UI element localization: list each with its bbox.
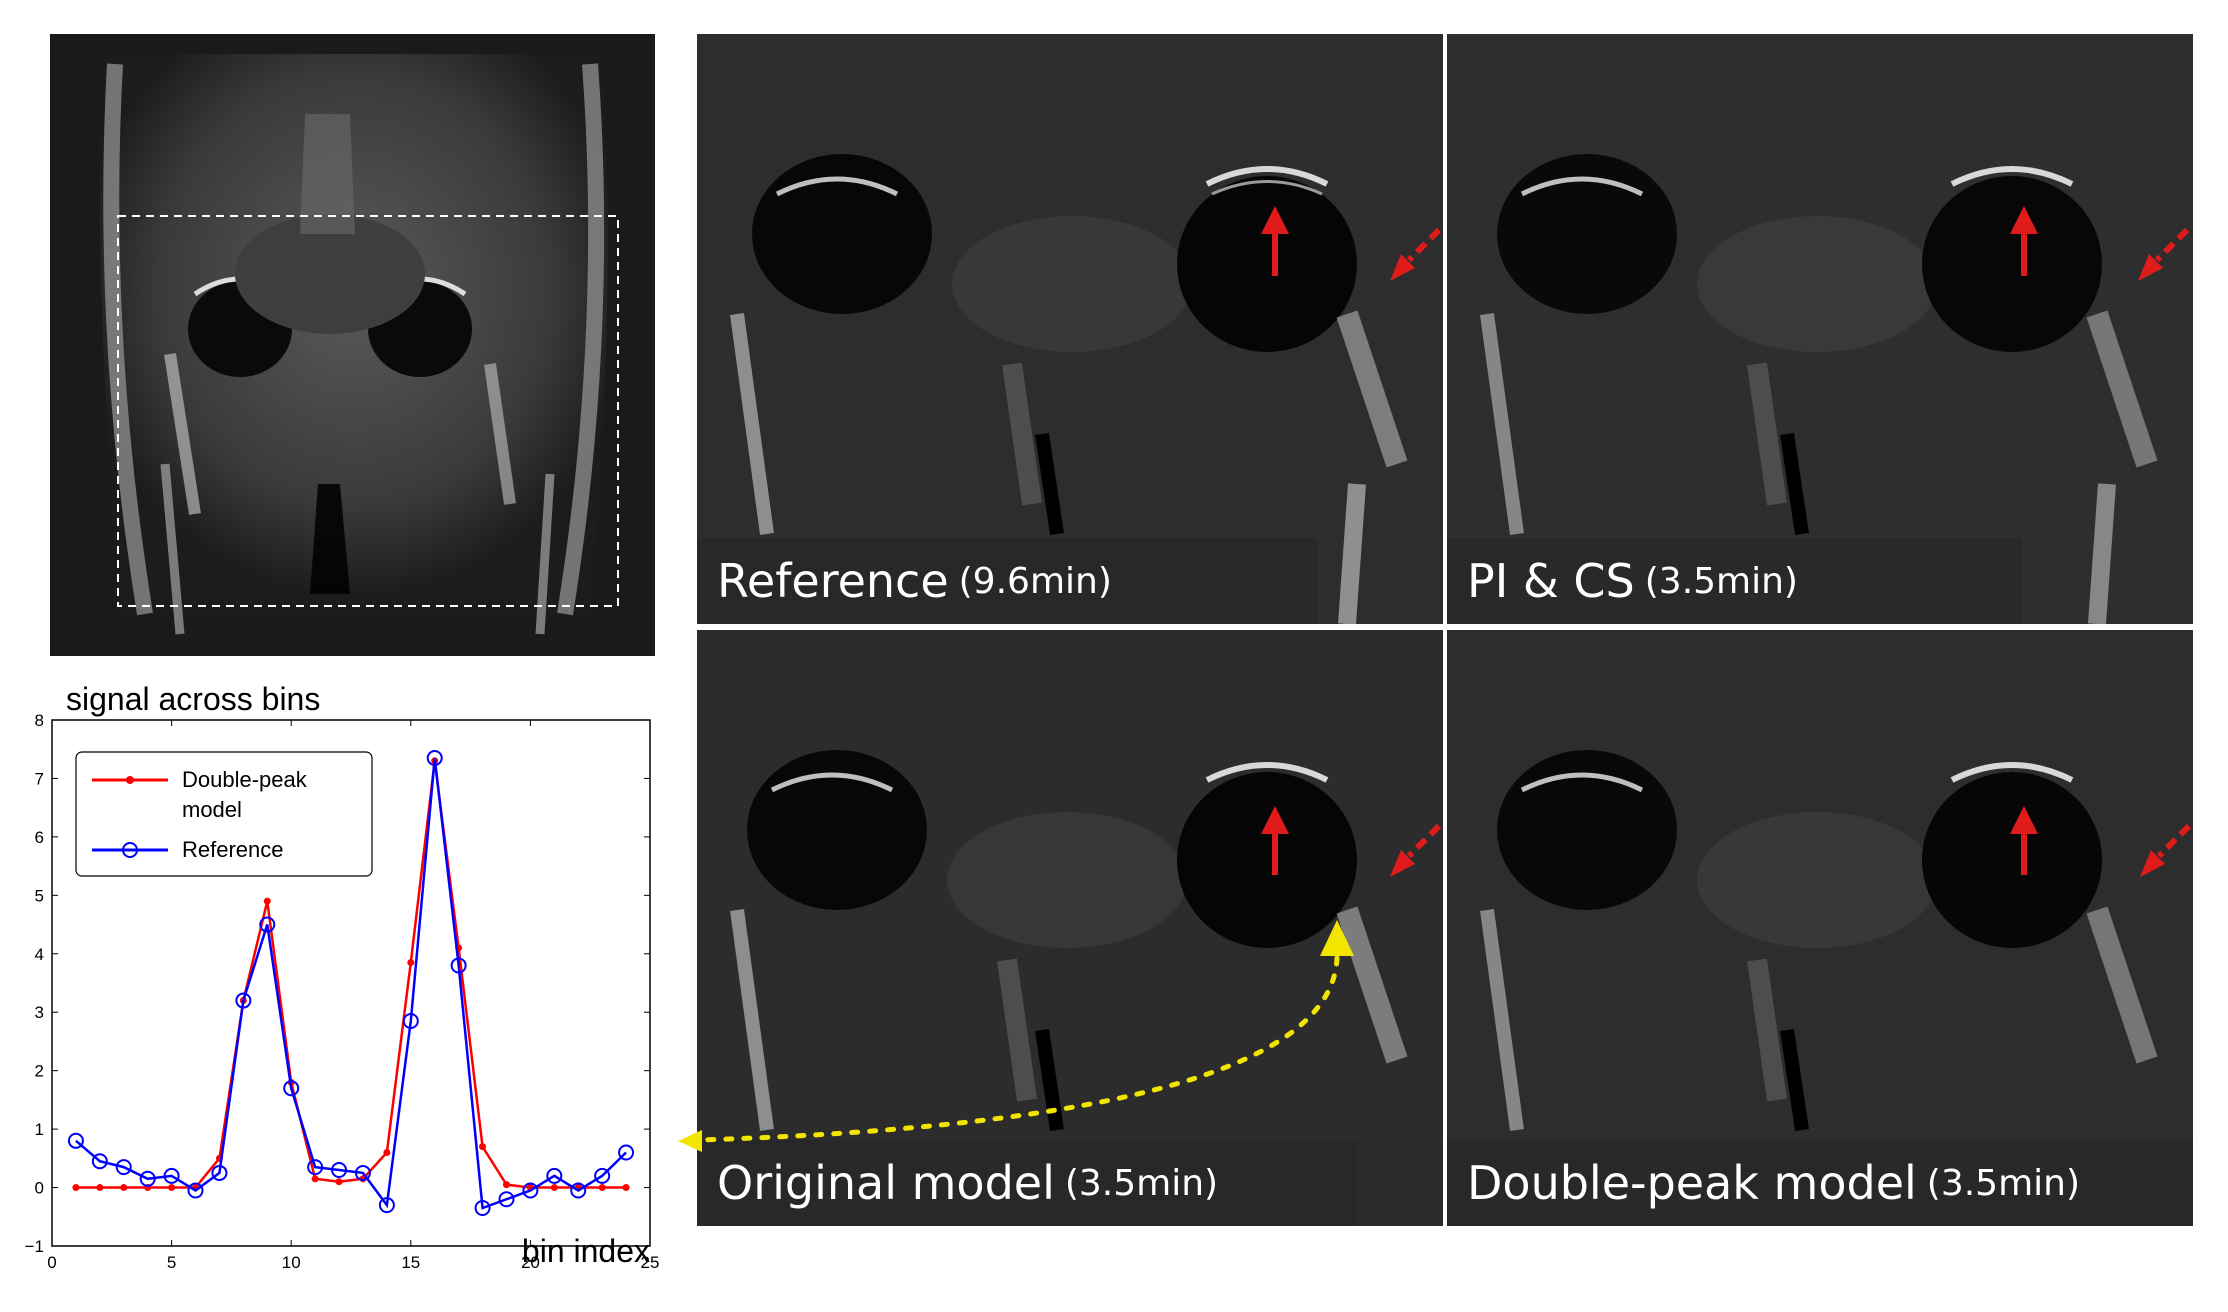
red-arrow-icon bbox=[1261, 206, 1289, 276]
legend-label: Double-peak model bbox=[182, 767, 308, 822]
data-point bbox=[139, 1170, 156, 1187]
x-tick-label: 10 bbox=[282, 1253, 301, 1270]
pi-cs-mri-drawing bbox=[1447, 34, 2193, 624]
y-tick-label: 2 bbox=[35, 1062, 44, 1081]
data-point bbox=[235, 992, 252, 1009]
data-point bbox=[307, 1159, 324, 1176]
double-peak-time: (3.5min) bbox=[1926, 1162, 2081, 1204]
data-point bbox=[498, 1191, 515, 1208]
data-point bbox=[546, 1167, 563, 1184]
data-point bbox=[311, 1175, 319, 1183]
double-peak-label: Double-peak model bbox=[1467, 1156, 1917, 1210]
original-model-mri-drawing bbox=[697, 630, 1443, 1226]
data-point bbox=[426, 749, 443, 766]
data-point bbox=[474, 1200, 491, 1217]
y-tick-label: 6 bbox=[35, 828, 44, 847]
data-point bbox=[450, 957, 467, 974]
data-point bbox=[598, 1184, 606, 1192]
x-tick-label: 25 bbox=[641, 1253, 660, 1270]
data-point bbox=[407, 959, 415, 967]
dashed-red-arrow-icon bbox=[2140, 823, 2192, 877]
data-point bbox=[402, 1012, 419, 1029]
data-point bbox=[259, 916, 276, 933]
data-point bbox=[331, 1162, 348, 1179]
original-caption: Original model (3.5min) bbox=[697, 1140, 1357, 1226]
data-point bbox=[115, 1159, 132, 1176]
x-tick-label: 15 bbox=[401, 1253, 420, 1270]
data-point bbox=[168, 1184, 176, 1192]
double-peak-caption: Double-peak model (3.5min) bbox=[1447, 1140, 2193, 1226]
y-tick-label: 4 bbox=[35, 945, 44, 964]
x-tick-label: 0 bbox=[47, 1253, 56, 1270]
data-point bbox=[163, 1167, 180, 1184]
red-arrow-icon bbox=[1261, 806, 1289, 875]
reference-time: (9.6min) bbox=[958, 560, 1112, 602]
double-peak-panel: Double-peak model (3.5min) bbox=[1447, 630, 2193, 1226]
pi-cs-time: (3.5min) bbox=[1644, 560, 1798, 602]
data-point bbox=[622, 1184, 630, 1192]
y-tick-label: 5 bbox=[35, 886, 44, 905]
y-tick-label: −1 bbox=[25, 1237, 44, 1256]
yellow-triangle-marker-icon bbox=[1320, 920, 1354, 956]
y-tick-label: 1 bbox=[35, 1120, 44, 1139]
data-point bbox=[91, 1153, 108, 1170]
series-line-1 bbox=[75, 757, 627, 1210]
y-tick-label: 7 bbox=[35, 769, 44, 788]
chart-legend: Double-peak model Reference bbox=[75, 751, 373, 877]
legend-marker bbox=[122, 842, 138, 858]
data-point bbox=[96, 1184, 104, 1192]
reference-mri-drawing bbox=[697, 34, 1443, 624]
data-point bbox=[383, 1148, 391, 1156]
original-label: Original model bbox=[717, 1156, 1055, 1210]
overview-mri-image bbox=[50, 34, 655, 656]
data-point bbox=[120, 1184, 128, 1192]
pi-cs-label: PI & CS bbox=[1467, 554, 1635, 608]
crop-box bbox=[117, 215, 619, 607]
legend-box bbox=[75, 751, 373, 877]
series-layer bbox=[67, 749, 635, 1217]
overview-mri-drawing bbox=[50, 34, 655, 656]
red-arrow-icon bbox=[2010, 206, 2038, 276]
legend-label: Reference bbox=[182, 837, 284, 862]
data-point bbox=[378, 1197, 395, 1214]
data-point bbox=[479, 1143, 487, 1151]
data-point bbox=[335, 1178, 343, 1186]
reference-label: Reference bbox=[717, 554, 949, 608]
reference-caption: Reference (9.6min) bbox=[697, 538, 1317, 624]
y-tick-label: 3 bbox=[35, 1003, 44, 1022]
dashed-red-arrow-icon bbox=[2138, 227, 2190, 281]
y-tick-label: 0 bbox=[35, 1179, 44, 1198]
data-point bbox=[594, 1167, 611, 1184]
data-point bbox=[263, 897, 271, 905]
original-time: (3.5min) bbox=[1064, 1162, 1219, 1204]
x-axis-label: bin index bbox=[522, 1233, 650, 1269]
legend-marker bbox=[126, 776, 134, 784]
dashed-red-arrow-icon bbox=[1390, 823, 1442, 877]
pi-cs-caption: PI & CS (3.5min) bbox=[1447, 538, 2022, 624]
x-tick-label: 5 bbox=[167, 1253, 176, 1270]
x-tick-label: 20 bbox=[521, 1253, 540, 1270]
data-point bbox=[354, 1164, 371, 1181]
data-point bbox=[570, 1182, 587, 1199]
pi-cs-panel: PI & CS (3.5min) bbox=[1447, 34, 2193, 624]
data-point bbox=[72, 1184, 80, 1192]
dashed-red-arrow-icon bbox=[1390, 227, 1442, 281]
reference-panel: Reference (9.6min) bbox=[697, 34, 1443, 624]
data-point bbox=[211, 1164, 228, 1181]
y-tick-label: 8 bbox=[35, 711, 44, 730]
data-point bbox=[283, 1080, 300, 1097]
data-point bbox=[67, 1132, 84, 1149]
data-point bbox=[187, 1182, 204, 1199]
data-point bbox=[502, 1181, 510, 1189]
double-peak-mri-drawing bbox=[1447, 630, 2193, 1226]
data-point bbox=[618, 1144, 635, 1161]
original-model-panel: Original model (3.5min) bbox=[697, 630, 1443, 1226]
data-point bbox=[522, 1182, 539, 1199]
red-arrow-icon bbox=[2010, 806, 2038, 875]
data-point bbox=[550, 1184, 558, 1192]
chart-title: signal across bins bbox=[66, 681, 320, 717]
